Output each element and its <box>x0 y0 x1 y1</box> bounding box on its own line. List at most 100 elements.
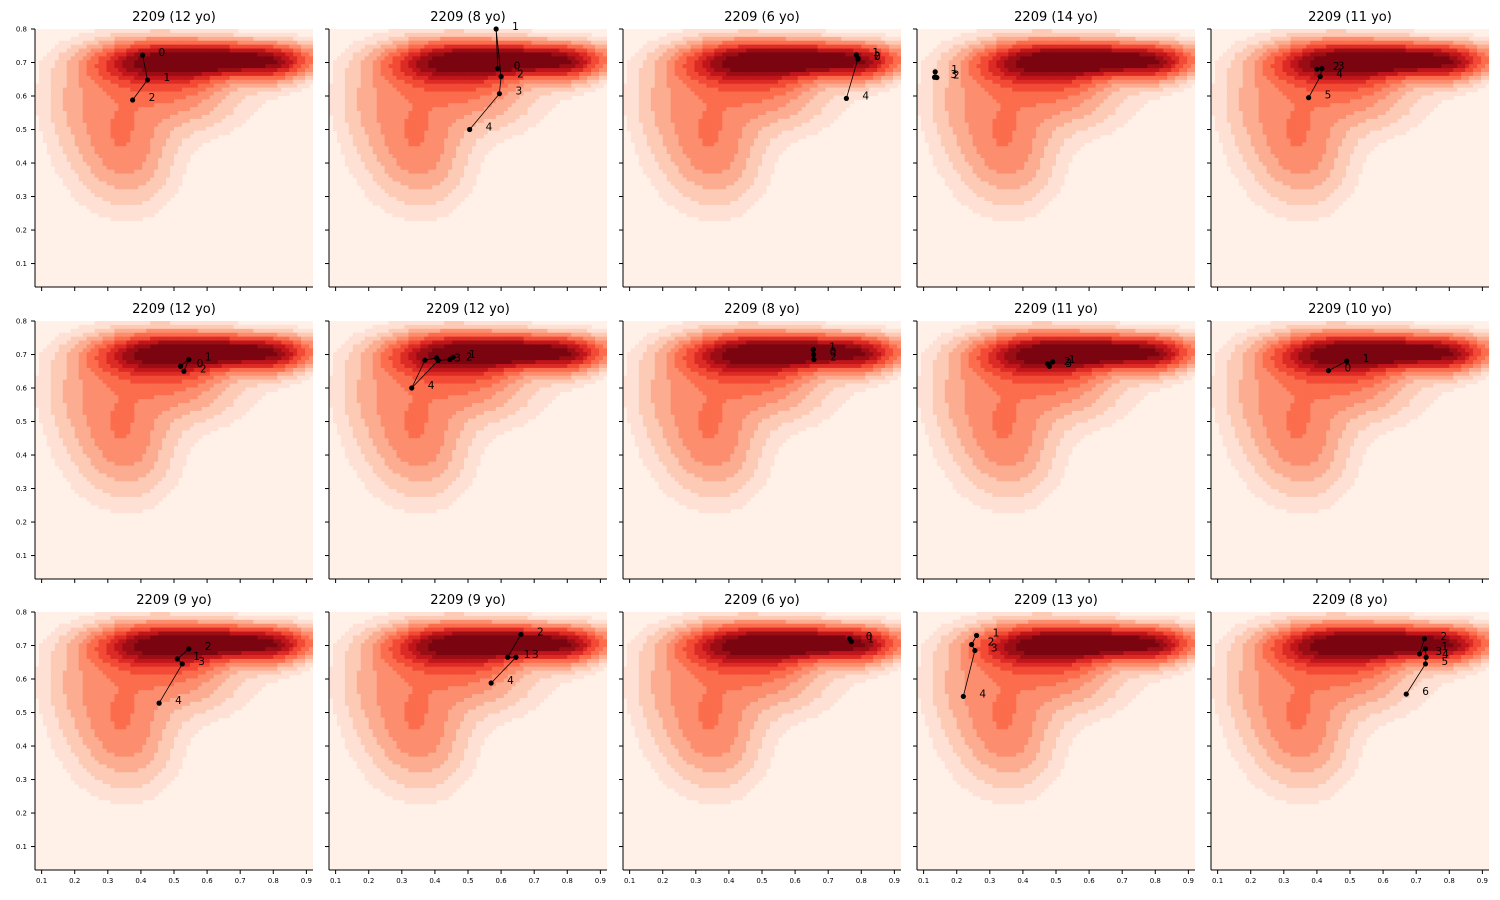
point-label: 1 <box>829 341 836 353</box>
density-contours <box>623 321 901 579</box>
x-tick-label: 0.9 <box>1477 877 1488 885</box>
panel: 2209 (12 yo) 123 4 <box>325 302 607 583</box>
density-contours <box>917 29 1195 287</box>
panel: 0.1 0.2 0.3 0.4 0.5 0.6 0.7 0.8 2209 (12 yo) 012 <box>16 302 313 583</box>
panel: 2209 (11 yo) 213 <box>913 302 1195 583</box>
x-tick-label: 0.5 <box>168 877 179 885</box>
trajectory-point <box>186 356 192 363</box>
point-label: 1 <box>1069 354 1076 366</box>
point-label: 0 <box>874 51 881 63</box>
point-label: 3 <box>1338 61 1345 73</box>
x-tick-label: 0.7 <box>235 877 246 885</box>
trajectory-point <box>1403 691 1409 697</box>
trajectory-point <box>1325 367 1332 374</box>
point-label: 2 <box>466 352 473 364</box>
trajectory-point <box>1317 73 1323 80</box>
point-label: 2 <box>830 352 837 364</box>
trajectory-point <box>1050 359 1056 365</box>
x-tick-label: 0.8 <box>856 877 867 885</box>
trajectory-point <box>1046 363 1052 369</box>
trajectory-line <box>1328 360 1347 371</box>
x-tick-label: 0.5 <box>1344 877 1355 885</box>
x-tick-label: 0.9 <box>889 877 900 885</box>
panel-title: 2209 (6 yo) <box>724 593 799 608</box>
point-label: 1 <box>193 651 200 663</box>
panel: 0.1 0.2 0.3 0.4 0.5 0.6 0.7 0.8 0.9 2209 (6 yo) 01 <box>619 593 901 885</box>
panel-title: 2209 (12 yo) <box>426 302 510 317</box>
trajectory-point <box>409 385 415 391</box>
y-tick-label: 0.8 <box>16 609 27 617</box>
panel: 0.1 0.2 0.3 0.4 0.5 0.6 0.7 0.8 0.9 2209 (9 yo) 21… <box>325 593 607 885</box>
x-tick-label: 0.3 <box>102 877 113 885</box>
y-tick-label: 0.3 <box>16 776 27 784</box>
trajectory-point <box>811 356 817 363</box>
x-tick-label: 0.3 <box>1278 877 1289 885</box>
y-tick-label: 0.3 <box>16 485 27 493</box>
point-label: 2 <box>953 70 960 82</box>
trajectory-point <box>931 74 938 80</box>
point-label: 1 <box>993 627 1000 639</box>
point-label: 0 <box>866 631 873 643</box>
point-label: 3 <box>515 86 522 98</box>
point-label: 2 <box>205 641 212 653</box>
trajectory-line <box>962 635 977 697</box>
x-tick-label: 0.9 <box>301 877 312 885</box>
point-label: 4 <box>1336 69 1343 81</box>
trajectory-point <box>848 638 854 645</box>
trajectory-point <box>518 631 524 638</box>
point-label: 1 <box>1363 353 1370 365</box>
point-label: 2 <box>537 626 544 638</box>
point-label: 4 <box>486 122 493 134</box>
point-label: 0 <box>514 61 521 73</box>
density-contours <box>35 612 313 870</box>
x-tick-label: 0.1 <box>624 877 635 885</box>
panel-title: 2209 (12 yo) <box>132 10 216 25</box>
panel: 2209 (6 yo) 012 4 <box>619 10 901 291</box>
y-tick-label: 0.2 <box>16 519 27 527</box>
y-tick-label: 0.8 <box>16 318 27 326</box>
x-tick-label: 0.6 <box>1084 877 1096 885</box>
point-label: 0 <box>1344 363 1351 375</box>
point-label: 3 <box>198 656 205 668</box>
density-contours <box>329 29 607 287</box>
x-tick-label: 0.6 <box>790 877 802 885</box>
point-label: 5 <box>1325 90 1332 102</box>
x-tick-label: 0.1 <box>918 877 929 885</box>
x-tick-label: 0.4 <box>135 877 147 885</box>
trajectory-point <box>960 693 966 700</box>
point-label: 1 <box>867 633 874 645</box>
y-tick-label: 0.5 <box>16 709 27 717</box>
trajectory-point <box>969 641 975 648</box>
density-contours <box>35 321 313 579</box>
trajectory-point <box>810 346 816 353</box>
point-label: 4 <box>507 675 514 687</box>
panel: 0.1 0.2 0.3 0.4 0.5 0.6 0.7 0.8 0.9 2209 (13 yo) 1… <box>913 593 1195 885</box>
x-tick-label: 0.2 <box>951 877 962 885</box>
x-tick-label: 0.6 <box>496 877 508 885</box>
point-label: 0 <box>159 47 166 59</box>
panel: 2209 (10 yo) 10 <box>1207 302 1489 583</box>
trajectory-point <box>1422 646 1429 652</box>
trajectory-point <box>1344 358 1350 364</box>
trajectory-point <box>811 351 817 358</box>
density-contours <box>1211 321 1489 579</box>
trajectory-point <box>498 73 504 80</box>
trajectory-line <box>158 648 190 704</box>
trajectory-point <box>488 680 494 686</box>
panel: 0.1 0.2 0.3 0.4 0.5 0.6 0.7 0.8 0.9 2209 (8 yo) 2 3… <box>1207 593 1489 885</box>
y-tick-label: 0.1 <box>16 260 27 268</box>
point-label: 5 <box>1441 656 1448 668</box>
panel-title: 2209 (13 yo) <box>1014 593 1098 608</box>
trajectory-point <box>181 368 187 374</box>
point-label: 2 <box>988 637 995 649</box>
y-tick-label: 0.6 <box>16 93 28 101</box>
x-tick-label: 0.9 <box>595 877 606 885</box>
trajectory-point <box>1314 66 1320 72</box>
x-tick-label: 0.2 <box>69 877 80 885</box>
x-tick-label: 0.4 <box>1017 877 1029 885</box>
point-label: 1 <box>951 64 958 76</box>
x-tick-label: 0.7 <box>529 877 540 885</box>
trajectory-point <box>1306 95 1312 101</box>
